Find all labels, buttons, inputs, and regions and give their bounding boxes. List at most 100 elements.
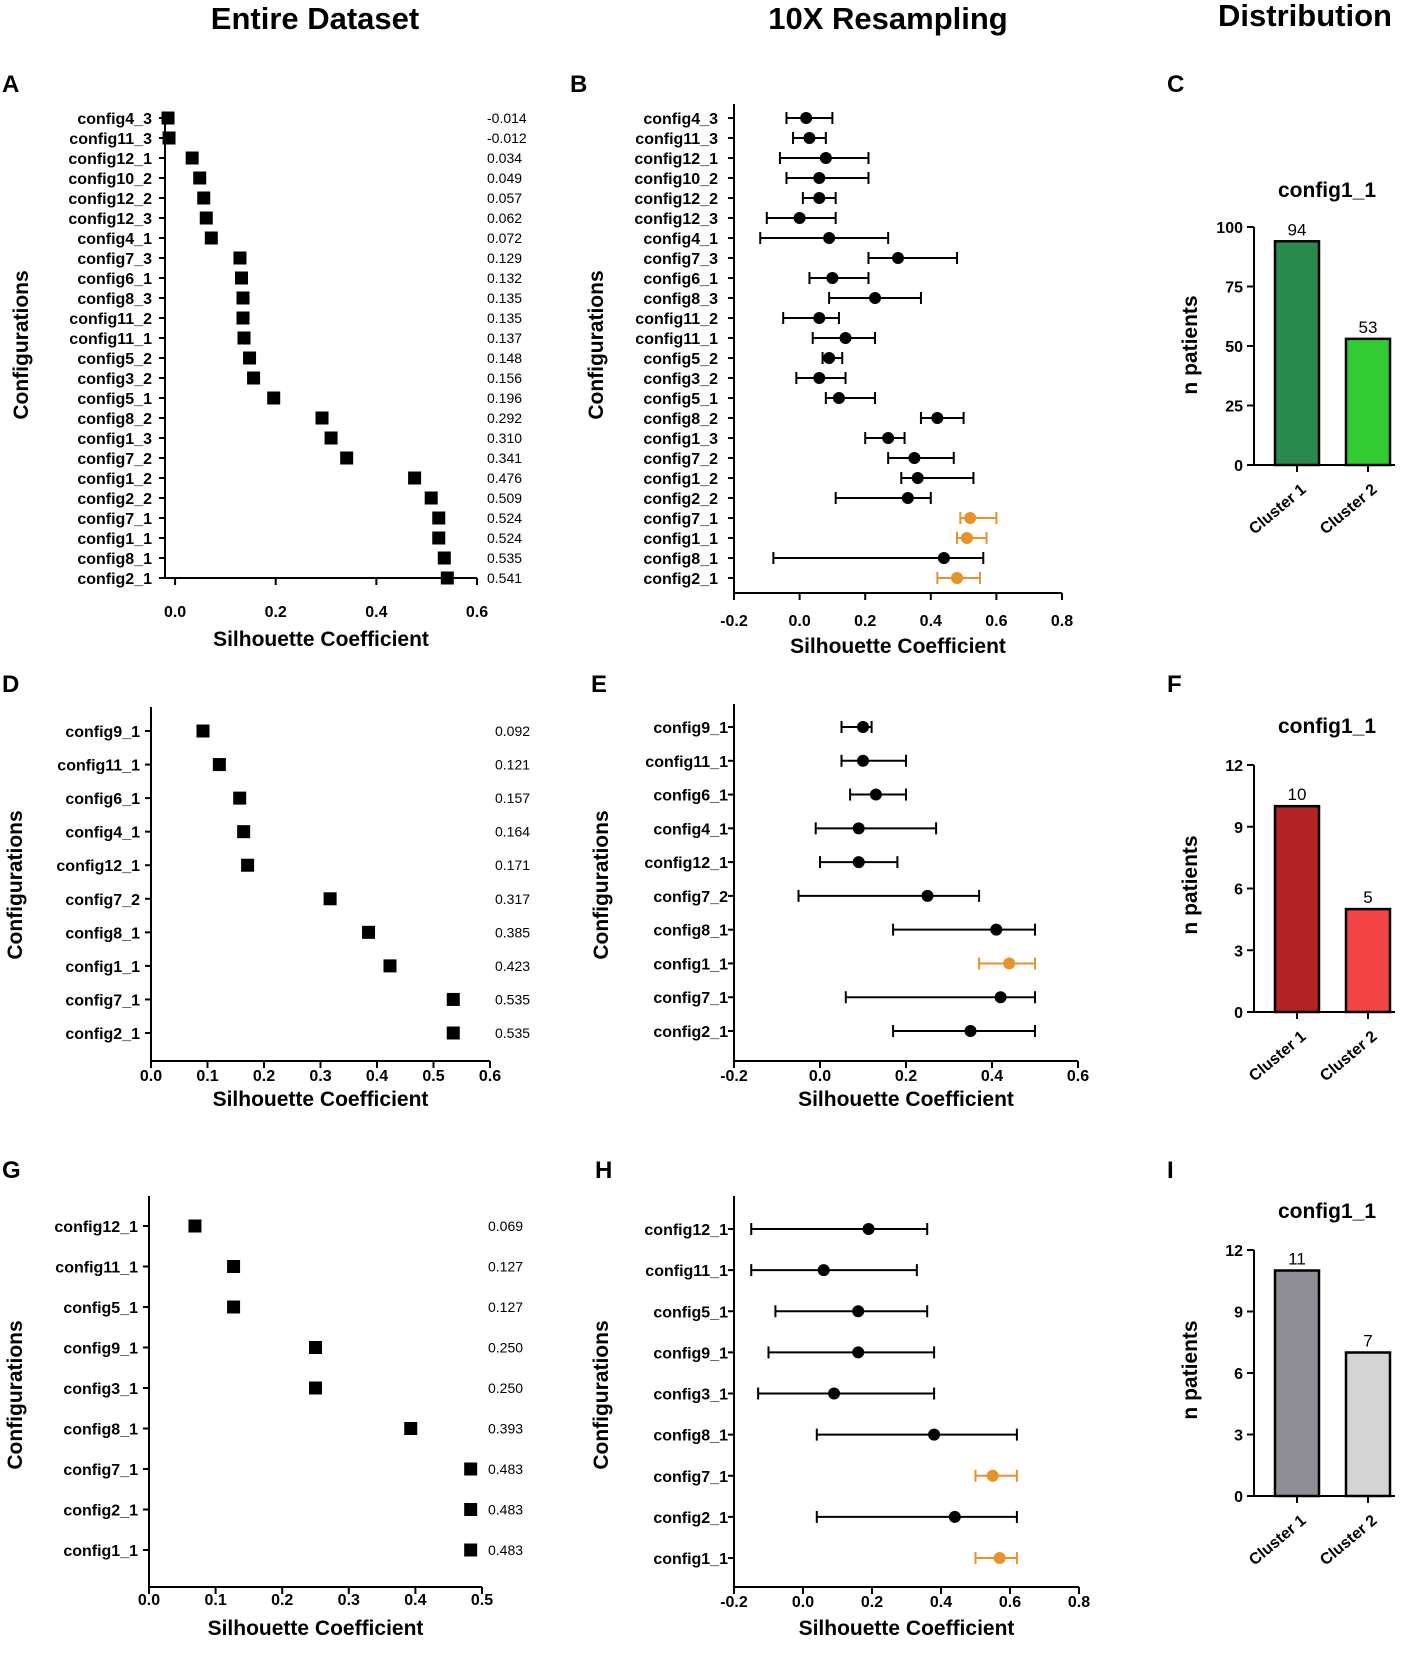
category-label: config7_2 bbox=[77, 451, 152, 468]
y-tick-label: 50 bbox=[1225, 339, 1243, 356]
mean-point bbox=[857, 754, 869, 767]
category-label: config11_2 bbox=[69, 311, 152, 328]
mean-point bbox=[823, 352, 836, 364]
value-label: 0.135 bbox=[487, 290, 522, 306]
x-tick-label: 0.4 bbox=[404, 1592, 426, 1609]
category-label: config1_1 bbox=[643, 531, 718, 548]
y-tick-label: 12 bbox=[1225, 758, 1243, 775]
value-label: 0.483 bbox=[488, 1542, 523, 1558]
value-label: 0.129 bbox=[487, 250, 522, 266]
value-label: 0.292 bbox=[487, 410, 522, 426]
category-label: config5_2 bbox=[77, 351, 152, 368]
data-point-square bbox=[464, 1462, 478, 1476]
mean-point bbox=[901, 492, 914, 504]
mean-point bbox=[813, 172, 826, 184]
category-label: config5_1 bbox=[643, 391, 718, 408]
panel-e-chart: E -0.2 0.0 0.2 0.4 0.6 Silhouette Coefficient C… bbox=[590, 671, 1089, 1111]
x-axis-title: Silhouette Coefficient bbox=[208, 1617, 424, 1640]
x-tick-label: 0.0 bbox=[138, 1592, 160, 1609]
data-point-square bbox=[408, 471, 422, 485]
panel-b-chart: B -0.2 0.0 0.2 0.4 0.6 0.8 Silhouette Coefficie… bbox=[570, 71, 1073, 658]
mean-point bbox=[852, 1305, 865, 1318]
bar-value-label: 11 bbox=[1288, 1250, 1306, 1269]
category-label: config12_1 bbox=[634, 151, 718, 168]
x-tick-label: 0.0 bbox=[792, 1594, 814, 1611]
value-label: 0.148 bbox=[487, 350, 522, 366]
category-label: config7_3 bbox=[643, 251, 718, 268]
category-label: config2_1 bbox=[653, 1510, 728, 1527]
x-tick-label: -0.2 bbox=[720, 1068, 748, 1085]
y-tick-label: 9 bbox=[1234, 820, 1243, 837]
data-point-square bbox=[162, 131, 176, 145]
value-label: 0.317 bbox=[495, 891, 530, 907]
x-tick-label: 0.0 bbox=[140, 1068, 162, 1085]
x-tick-label: 0.2 bbox=[861, 1594, 883, 1611]
column-title-entire: Entire Dataset bbox=[211, 1, 419, 36]
panel-a-chart: A 0.0 0.2 0.4 0.6 Silhouette Coefficient Confi… bbox=[2, 71, 527, 651]
category-label: config3_1 bbox=[653, 1387, 728, 1404]
value-label: 0.385 bbox=[495, 924, 530, 940]
data-point-square bbox=[185, 151, 199, 165]
x-tick-label: 0.3 bbox=[338, 1592, 360, 1609]
x-tick-label: Cluster 1 bbox=[1246, 481, 1309, 538]
value-label: -0.014 bbox=[487, 110, 527, 126]
mean-point bbox=[819, 152, 832, 164]
data-point-square bbox=[309, 1381, 322, 1395]
x-tick-label: 0.3 bbox=[309, 1068, 331, 1085]
mean-point bbox=[869, 788, 882, 801]
bar-value-label: 5 bbox=[1363, 888, 1372, 907]
category-label: config10_2 bbox=[68, 171, 152, 188]
category-label: config1_3 bbox=[77, 431, 152, 448]
y-tick-label: 100 bbox=[1216, 220, 1243, 237]
category-label: config4_1 bbox=[643, 231, 718, 248]
x-tick-label: 0.8 bbox=[1068, 1594, 1090, 1611]
mean-point bbox=[986, 1469, 999, 1482]
mean-point bbox=[813, 372, 826, 384]
x-tick-label: 0.0 bbox=[164, 604, 186, 621]
category-label: config4_3 bbox=[643, 111, 718, 128]
category-label: config4_3 bbox=[77, 111, 152, 128]
mean-point bbox=[828, 1387, 841, 1400]
x-tick-label: 0.2 bbox=[895, 1068, 917, 1085]
x-tick-label: 0.4 bbox=[920, 613, 942, 630]
value-label: 0.069 bbox=[488, 1218, 523, 1234]
bar-value-label: 53 bbox=[1359, 318, 1378, 337]
mean-point bbox=[937, 552, 950, 564]
y-tick-label: 3 bbox=[1234, 1428, 1243, 1445]
category-label: config12_1 bbox=[56, 858, 140, 875]
x-tick-label: -0.2 bbox=[720, 613, 748, 630]
panel-label: H bbox=[595, 1157, 612, 1184]
value-label: 0.423 bbox=[495, 958, 530, 974]
x-tick-label: 0.5 bbox=[471, 1592, 493, 1609]
y-tick-label: 3 bbox=[1234, 943, 1243, 960]
panel-label: C bbox=[1167, 71, 1184, 98]
y-tick-label: 12 bbox=[1225, 1243, 1243, 1260]
category-label: config2_1 bbox=[643, 571, 718, 588]
data-point-square bbox=[267, 391, 281, 405]
x-tick-label: 0.6 bbox=[466, 604, 488, 621]
mean-point bbox=[823, 232, 836, 244]
mean-point bbox=[839, 332, 852, 344]
category-label: config9_1 bbox=[653, 720, 728, 737]
category-label: config4_1 bbox=[77, 231, 152, 248]
data-point-square bbox=[446, 992, 460, 1006]
category-label: config8_2 bbox=[643, 411, 718, 428]
mean-point bbox=[857, 721, 869, 733]
x-tick-label: Cluster 2 bbox=[1317, 481, 1380, 538]
value-label: 0.092 bbox=[495, 723, 530, 739]
y-tick-label: 0 bbox=[1234, 458, 1243, 475]
y-tick-label: 0 bbox=[1234, 1489, 1243, 1506]
panel-h-chart: H -0.2 0.0 0.2 0.4 0.6 0.8 Silhouette Coefficie… bbox=[590, 1157, 1090, 1640]
mean-point bbox=[852, 1346, 865, 1359]
bar-chart-title: config1_1 bbox=[1278, 715, 1376, 738]
panel-label: I bbox=[1167, 1157, 1174, 1184]
x-tick-label: Cluster 2 bbox=[1317, 1512, 1380, 1569]
column-title-resampling: 10X Resampling bbox=[768, 1, 1007, 36]
panel-label: E bbox=[591, 671, 607, 698]
category-label: config5_1 bbox=[63, 1300, 138, 1317]
x-axis-title: Silhouette Coefficient bbox=[213, 1088, 429, 1111]
data-point-square bbox=[383, 959, 397, 973]
bar bbox=[1273, 804, 1321, 1014]
x-axis-title: Silhouette Coefficient bbox=[798, 1088, 1014, 1111]
value-label: 0.483 bbox=[488, 1502, 523, 1518]
